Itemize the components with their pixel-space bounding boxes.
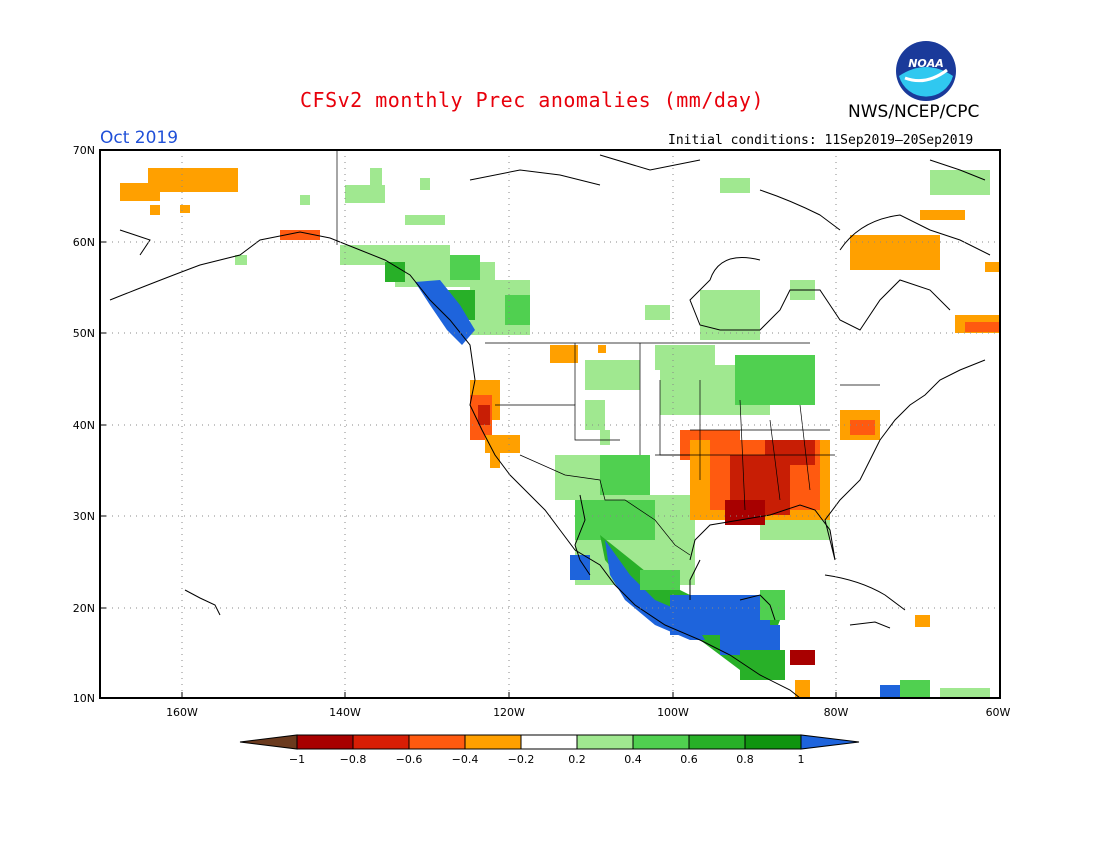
political-borders [336,150,880,556]
colorbar-swatch [296,734,354,750]
agency-label: NWS/NCEP/CPC [848,102,980,122]
colorbar-arrow-low [239,734,298,750]
colorbar-arrow-high [800,734,860,750]
lat-label: 10N [73,692,95,705]
colorbar-label: 0.6 [680,753,698,766]
lat-ticks [100,241,837,698]
map-frame [99,149,1001,699]
colorbar-label: −0.4 [452,753,479,766]
forecast-month: Oct 2019 [100,128,179,148]
lon-label: 80W [824,706,849,719]
logo-text: NOAA [908,57,944,70]
colorbar-swatch [352,734,410,750]
colorbar-swatch [520,734,578,750]
chart-title: CFSv2 monthly Prec anomalies (mm/day) [300,88,765,112]
lat-lon-grid [100,150,1000,698]
colorbar-swatch [632,734,690,750]
lon-label: 140W [329,706,361,719]
lat-label: 30N [73,510,95,523]
colorbar-swatch [576,734,634,750]
colorbar-label: −0.8 [340,753,367,766]
lon-label: 160W [166,706,198,719]
colorbar-swatch [464,734,522,750]
colorbar-label: 0.4 [624,753,642,766]
lon-label: 60W [986,706,1011,719]
colorbar: −1 −0.8 −0.6 −0.4 −0.2 0.2 0.4 0.6 0.8 1 [239,734,860,766]
lat-label: 40N [73,419,95,432]
colorbar-label: 1 [798,753,805,766]
colorbar-label: −0.2 [508,753,535,766]
lon-axis: 160W 140W 120W 100W 80W 60W [166,706,1010,719]
colorbar-label: 0.2 [568,753,586,766]
colorbar-swatch [744,734,802,750]
initial-conditions: Initial conditions: 11Sep2019–20Sep2019 [668,133,974,148]
colorbar-swatch [688,734,746,750]
lat-label: 20N [73,602,95,615]
colorbar-label: 0.8 [736,753,754,766]
noaa-logo-icon: NOAA [896,41,956,101]
colorbar-label: −1 [289,753,305,766]
lat-label: 50N [73,327,95,340]
lon-label: 120W [493,706,525,719]
lat-label: 70N [73,144,95,157]
anomaly-shading [120,168,1000,698]
lat-axis: 70N 60N 50N 40N 30N 20N 10N [73,144,95,705]
colorbar-label: −0.6 [396,753,423,766]
coastlines [109,154,991,699]
colorbar-swatch [408,734,466,750]
lat-label: 60N [73,236,95,249]
lon-label: 100W [657,706,689,719]
